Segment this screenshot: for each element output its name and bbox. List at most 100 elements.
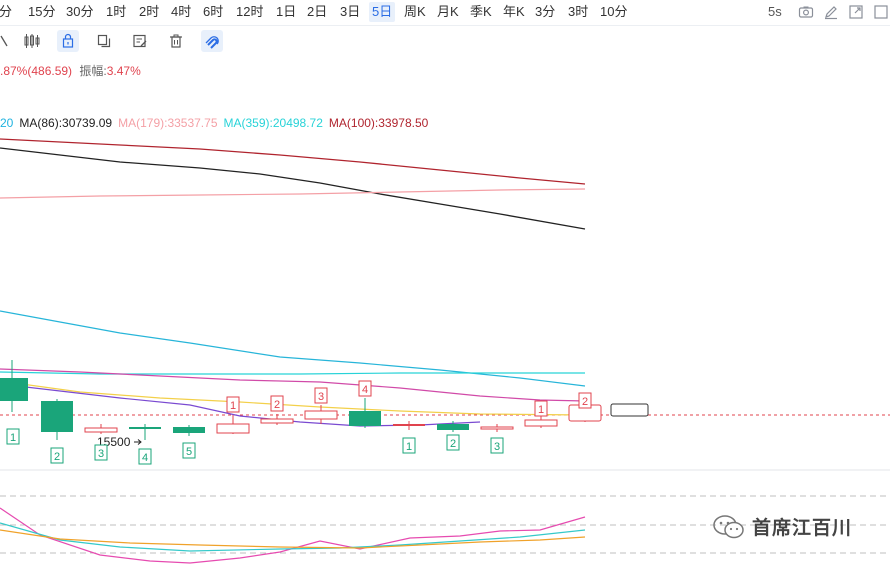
timeframe-tab[interactable]: 周K xyxy=(404,4,426,19)
timeframe-tab[interactable]: 4时 xyxy=(171,4,192,19)
edit-icon[interactable] xyxy=(129,30,151,52)
delete-icon[interactable] xyxy=(165,30,187,52)
sequence-mark-label: 2 xyxy=(54,451,60,463)
candle xyxy=(393,421,425,430)
candle xyxy=(216,415,250,434)
copy-icon[interactable] xyxy=(93,30,115,52)
sequence-marks: 1 2 3 4 5 1 2 3 4 1 2 3 1 2 xyxy=(6,380,592,465)
ma-line-black xyxy=(0,147,586,230)
timeframe-tab[interactable]: 3时 xyxy=(568,4,589,19)
ma-legend-item: MA(86):30739.09 xyxy=(19,116,113,130)
ma-line-yellow xyxy=(0,380,586,416)
price-label: 15500 xyxy=(97,435,131,449)
price-info: .87%(486.59) 振幅:3.47% xyxy=(0,62,141,79)
sequence-mark-label: 2 xyxy=(582,396,588,408)
sequence-mark-label: 1 xyxy=(538,404,544,416)
candle xyxy=(260,414,294,425)
candle xyxy=(568,404,602,422)
drawing-toolbar xyxy=(0,26,890,58)
sequence-mark-box xyxy=(94,444,108,461)
amplitude-value: 3.47% xyxy=(106,64,141,78)
watermark-text: 首席江百川 xyxy=(752,517,853,539)
sequence-mark-label: 4 xyxy=(362,384,368,396)
ma-legend: 20 MA(86):30739.09 MA(179):33537.75 MA(359)… xyxy=(0,116,434,130)
candle xyxy=(84,424,118,434)
ma-line-cyan-2 xyxy=(0,371,585,375)
sequence-mark-box xyxy=(402,437,416,454)
timeframe-tab[interactable]: 6时 xyxy=(203,4,224,19)
ma-line-magenta xyxy=(0,368,586,402)
sequence-mark-box xyxy=(534,400,548,417)
timeframe-bar: 分 15分 30分 1时 2时 4时 6时 12时 1日 2日 3日 5日 周K 月K 季K 年K 3分 3时 10… xyxy=(0,0,890,26)
sequence-mark-box xyxy=(446,434,460,451)
indicator-line-orange xyxy=(0,529,586,549)
sequence-mark-box xyxy=(578,392,592,409)
expand-icon[interactable] xyxy=(845,1,867,23)
candle xyxy=(0,360,28,412)
timeframe-tab[interactable]: 30分 xyxy=(66,4,94,19)
timeframe-tab[interactable]: 季K xyxy=(470,4,492,19)
timeframe-tab[interactable]: 15分 xyxy=(28,4,56,19)
magnet-icon[interactable] xyxy=(201,30,223,52)
candlestick-icon[interactable] xyxy=(21,30,43,52)
timeframe-tab[interactable]: 3日 xyxy=(340,4,361,19)
sequence-mark-box xyxy=(226,396,240,413)
sequence-mark-label: 2 xyxy=(274,399,280,411)
sequence-mark-box xyxy=(490,437,504,454)
timeframe-tab[interactable]: 1日 xyxy=(276,4,297,19)
ma-legend-item: MA(100):33978.50 xyxy=(328,116,429,130)
ma-line-dark-red xyxy=(0,138,586,185)
timeframe-tab[interactable]: 12时 xyxy=(236,4,264,19)
candle xyxy=(349,398,381,428)
sequence-mark-box xyxy=(314,387,328,404)
candle xyxy=(610,403,649,417)
sequence-mark-label: 2 xyxy=(450,438,456,450)
candle xyxy=(304,405,338,424)
amplitude-label: 振幅: xyxy=(79,64,107,78)
timeframe-tab[interactable]: 分 xyxy=(0,4,13,19)
candle xyxy=(437,421,469,432)
sequence-mark-box xyxy=(182,442,196,459)
sequence-mark-label: 3 xyxy=(494,441,500,453)
timeframe-tab[interactable]: 5日 xyxy=(369,2,396,22)
timeframe-tab[interactable]: 10分 xyxy=(600,4,628,19)
sequence-mark-label: 1 xyxy=(406,441,412,453)
sequence-mark-label: 5 xyxy=(186,446,192,458)
timeframe-tab[interactable]: 2时 xyxy=(139,4,160,19)
candle xyxy=(129,424,161,440)
settings-icon[interactable] xyxy=(870,1,890,23)
sequence-mark-box xyxy=(6,428,20,445)
sequence-mark-box xyxy=(138,448,152,465)
timeframe-tab[interactable]: 1时 xyxy=(106,4,127,19)
line-tool-icon[interactable] xyxy=(0,30,14,52)
sequence-mark-box xyxy=(270,395,284,412)
timeframe-tab[interactable]: 2日 xyxy=(307,4,328,19)
timeframe-tab[interactable]: 年K xyxy=(503,4,525,19)
camera-icon[interactable] xyxy=(795,1,817,23)
sequence-mark-label: 1 xyxy=(230,400,236,412)
ma-line-cyan-1 xyxy=(0,310,586,387)
watermark: 首席江百川 xyxy=(712,513,852,540)
candles xyxy=(0,360,649,440)
sequence-mark-box xyxy=(358,380,372,397)
arrow-icon xyxy=(134,439,142,445)
ma-line-pink xyxy=(0,188,586,199)
ma-line-purple xyxy=(0,383,481,427)
timeframe-tab[interactable]: 3分 xyxy=(535,4,556,19)
candle xyxy=(524,412,558,428)
wechat-icon xyxy=(713,514,744,538)
candle xyxy=(480,424,514,432)
candle xyxy=(41,399,73,440)
ma-legend-item: MA(179):33537.75 xyxy=(118,116,218,130)
sequence-mark-box xyxy=(50,447,64,464)
refresh-interval[interactable]: 5s xyxy=(768,4,782,19)
lock-icon[interactable] xyxy=(57,30,79,52)
price-change: .87%(486.59) xyxy=(0,64,73,78)
pencil-icon[interactable] xyxy=(820,1,842,23)
sequence-mark-label: 4 xyxy=(142,452,148,464)
timeframe-tab[interactable]: 月K xyxy=(437,4,459,19)
ma-legend-item: 20 xyxy=(0,116,14,130)
sequence-mark-label: 3 xyxy=(318,391,324,403)
ma-legend-item: MA(359):20498.72 xyxy=(223,116,323,130)
